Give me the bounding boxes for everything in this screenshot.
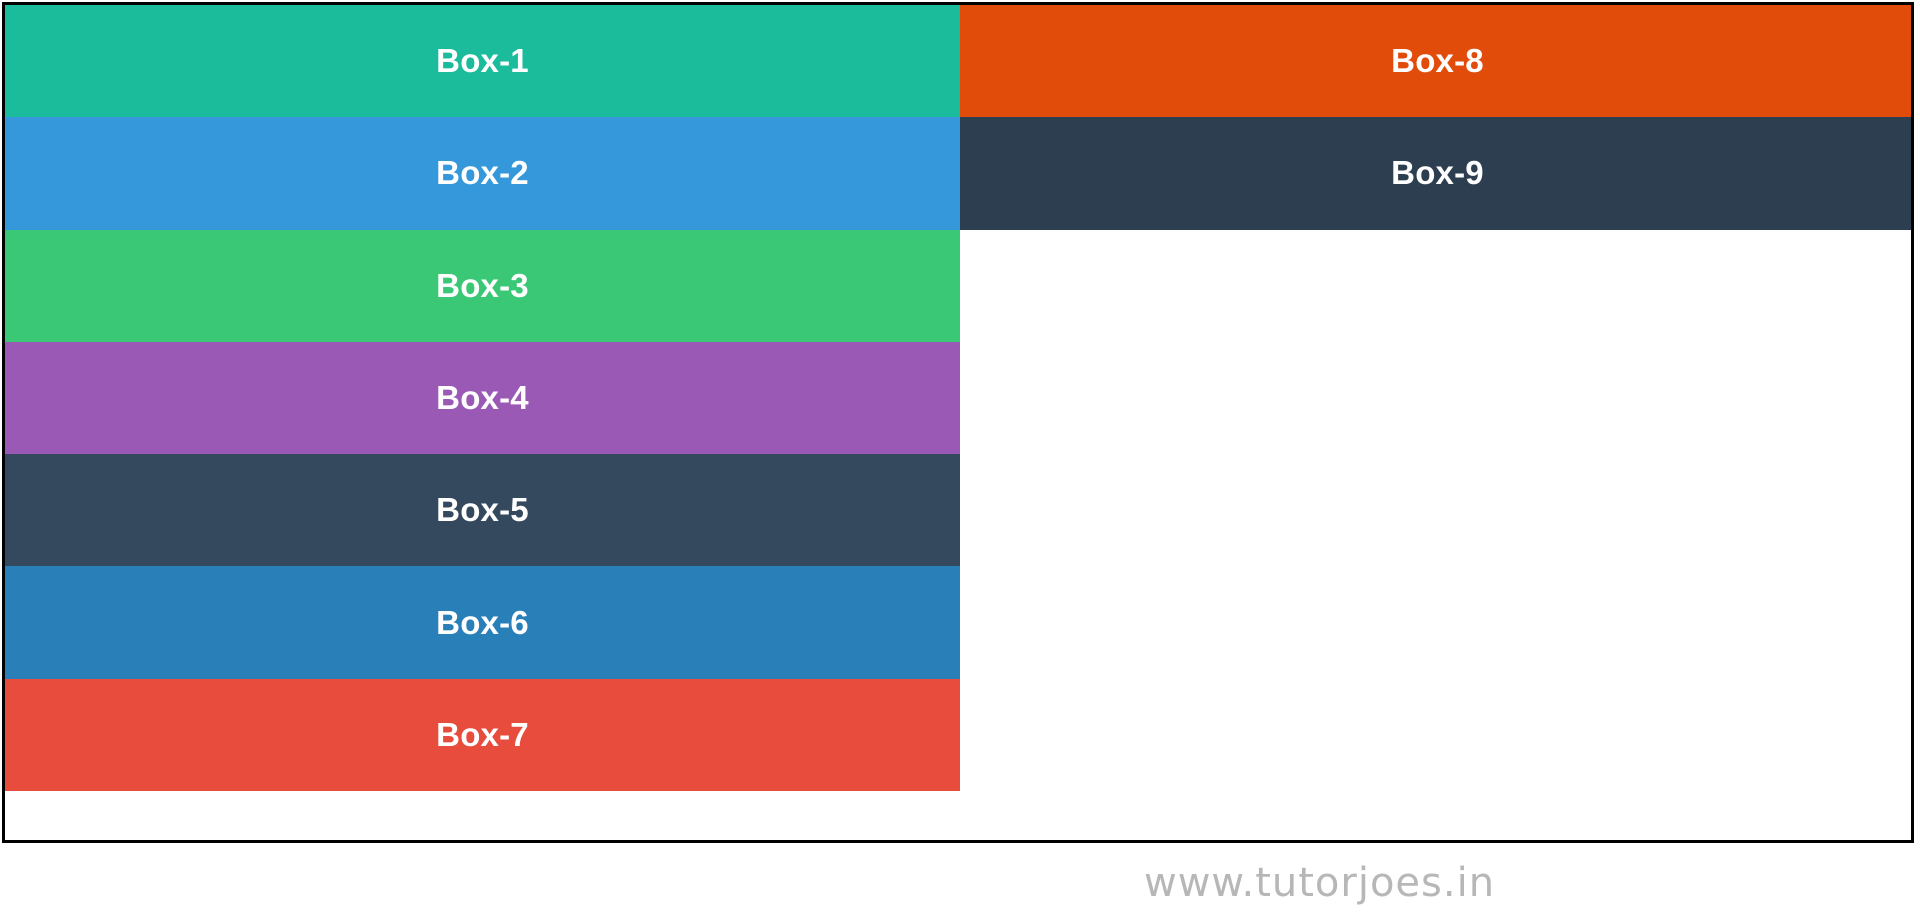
site-watermark: www.tutorjoes.in — [1144, 860, 1496, 906]
flex-container: Box-1 Box-2 Box-3 Box-4 Box-5 Box-6 Box-… — [2, 2, 1914, 843]
box-6: Box-6 — [5, 566, 960, 679]
box-7: Box-7 — [5, 678, 960, 792]
box-2: Box-2 — [5, 117, 960, 230]
box-4: Box-4 — [5, 341, 960, 455]
box-3: Box-3 — [5, 229, 960, 342]
box-5: Box-5 — [5, 454, 960, 567]
box-9: Box-9 — [960, 117, 1911, 230]
box-8: Box-8 — [960, 5, 1911, 118]
right-column: Box-8 Box-9 — [960, 5, 1911, 230]
box-1: Box-1 — [5, 5, 960, 118]
left-column: Box-1 Box-2 Box-3 Box-4 Box-5 Box-6 Box-… — [5, 5, 960, 792]
